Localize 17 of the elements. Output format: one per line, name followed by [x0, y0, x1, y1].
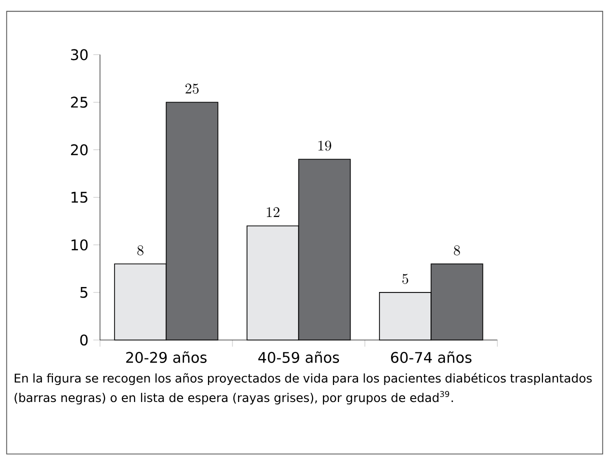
x-tick-label: 40-59 años: [258, 351, 340, 363]
y-tick-label: 20: [71, 144, 88, 156]
y-tick-label: 0: [80, 334, 88, 346]
data-label: 8: [137, 245, 144, 256]
y-tick-label: 30: [71, 49, 88, 60]
x-tick-label: 20-29 años: [126, 351, 207, 363]
data-label: 5: [402, 274, 408, 284]
y-tick-label: 5: [80, 287, 88, 298]
y-tick-label: 10: [72, 239, 88, 250]
x-tick-label: 60-74 años: [391, 351, 472, 363]
text: En la figura se recogen los años proyectados de vida para los pacientes diabéticos trasplantados (barras negras) o en lista de espera (rayas grises), por grupos de edad$^{39}$.: [14, 372, 592, 404]
data-label: 19: [318, 140, 332, 151]
data-label: 12: [266, 207, 280, 218]
data-label: 25: [185, 84, 199, 94]
data-label: 8: [454, 245, 460, 256]
y-tick-label: 25: [71, 96, 88, 108]
y-tick-label: 15: [72, 192, 88, 203]
